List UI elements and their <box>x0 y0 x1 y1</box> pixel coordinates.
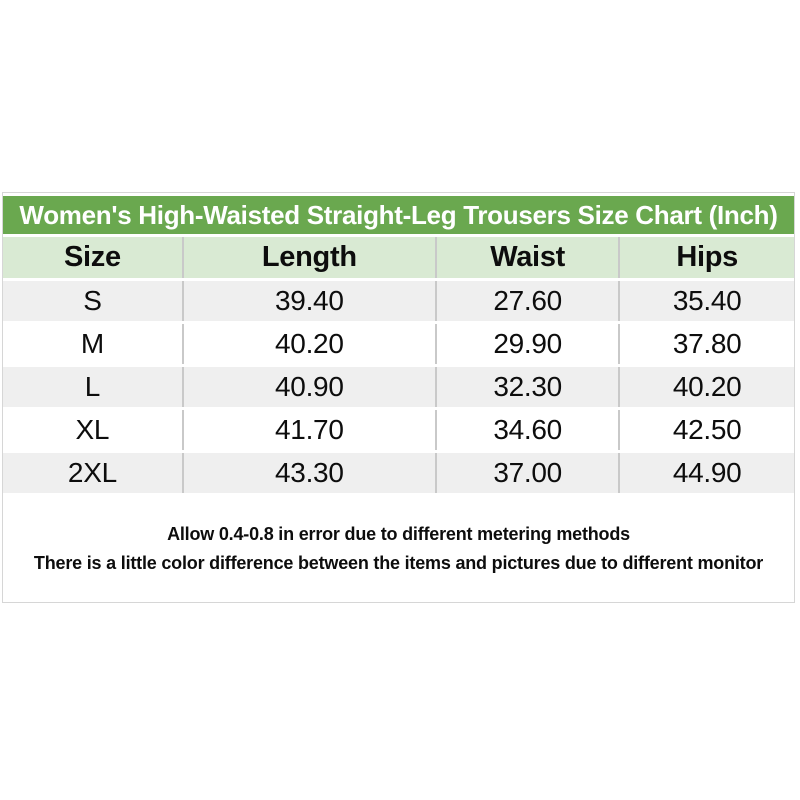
chart-title: Women's High-Waisted Straight-Leg Trouse… <box>3 196 794 234</box>
title-row: Women's High-Waisted Straight-Leg Trouse… <box>3 196 794 234</box>
waist-cell: 29.90 <box>434 324 619 364</box>
length-cell: 41.70 <box>181 410 435 450</box>
size-chart-table: Women's High-Waisted Straight-Leg Trouse… <box>2 192 795 603</box>
waist-cell: 34.60 <box>434 410 619 450</box>
hips-cell: 37.80 <box>618 324 794 364</box>
table-row-xl: XL 41.70 34.60 42.50 <box>3 410 794 450</box>
length-cell: 39.40 <box>181 281 435 321</box>
header-row: Size Length Waist Hips <box>3 237 794 278</box>
hips-cell: 42.50 <box>618 410 794 450</box>
hips-cell: 40.20 <box>618 367 794 407</box>
waist-cell: 27.60 <box>434 281 619 321</box>
table-row-l: L 40.90 32.30 40.20 <box>3 367 794 407</box>
chart-table: Women's High-Waisted Straight-Leg Trouse… <box>3 193 794 496</box>
disclaimer-notes: Allow 0.4-0.8 in error due to different … <box>3 496 794 602</box>
column-header-length: Length <box>181 237 435 278</box>
hips-cell: 35.40 <box>618 281 794 321</box>
size-cell: 2XL <box>3 453 182 493</box>
size-cell: L <box>3 367 182 407</box>
column-header-size: Size <box>3 237 182 278</box>
size-cell: XL <box>3 410 182 450</box>
table-row-2xl: 2XL 43.30 37.00 44.90 <box>3 453 794 493</box>
table-row-m: M 40.20 29.90 37.80 <box>3 324 794 364</box>
note-line-2: There is a little color difference betwe… <box>33 553 764 573</box>
hips-cell: 44.90 <box>618 453 794 493</box>
table-row-s: S 39.40 27.60 35.40 <box>3 281 794 321</box>
size-cell: M <box>3 324 182 364</box>
waist-cell: 32.30 <box>434 367 619 407</box>
waist-cell: 37.00 <box>434 453 619 493</box>
column-header-hips: Hips <box>618 237 794 278</box>
column-header-waist: Waist <box>434 237 619 278</box>
note-line-1: Allow 0.4-0.8 in error due to different … <box>167 524 630 544</box>
length-cell: 40.90 <box>181 367 435 407</box>
length-cell: 40.20 <box>181 324 435 364</box>
size-cell: S <box>3 281 182 321</box>
length-cell: 43.30 <box>181 453 435 493</box>
